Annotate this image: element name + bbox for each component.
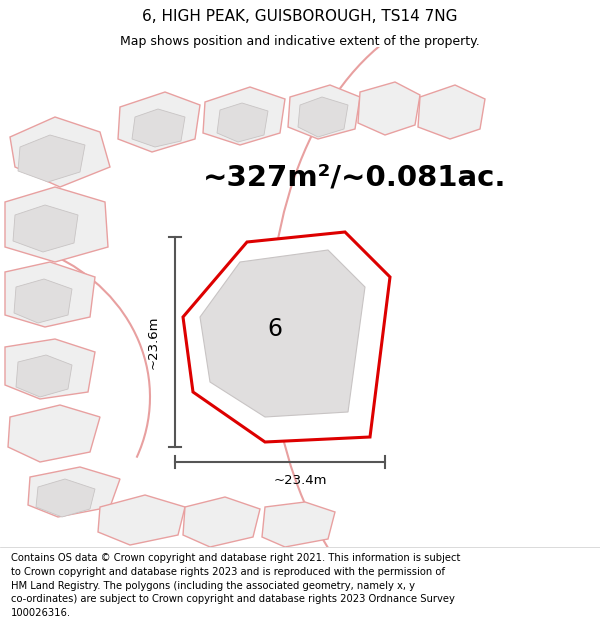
Polygon shape: [14, 279, 72, 323]
Polygon shape: [132, 109, 185, 147]
Polygon shape: [418, 85, 485, 139]
Polygon shape: [5, 187, 108, 262]
Polygon shape: [13, 205, 78, 252]
Polygon shape: [183, 497, 260, 547]
Text: 100026316.: 100026316.: [11, 608, 71, 618]
Text: to Crown copyright and database rights 2023 and is reproduced with the permissio: to Crown copyright and database rights 2…: [11, 567, 445, 577]
Polygon shape: [183, 232, 390, 442]
Polygon shape: [16, 355, 72, 397]
Polygon shape: [200, 250, 365, 417]
Polygon shape: [288, 85, 360, 139]
Text: co-ordinates) are subject to Crown copyright and database rights 2023 Ordnance S: co-ordinates) are subject to Crown copyr…: [11, 594, 455, 604]
Polygon shape: [203, 87, 285, 145]
Polygon shape: [28, 467, 120, 517]
Polygon shape: [36, 479, 95, 517]
Polygon shape: [262, 502, 335, 547]
Polygon shape: [5, 262, 95, 327]
Polygon shape: [98, 495, 185, 545]
Polygon shape: [217, 103, 268, 142]
Polygon shape: [10, 117, 110, 187]
Polygon shape: [298, 97, 348, 137]
Text: ~23.4m: ~23.4m: [273, 474, 327, 486]
Polygon shape: [5, 339, 95, 399]
Text: Contains OS data © Crown copyright and database right 2021. This information is : Contains OS data © Crown copyright and d…: [11, 553, 460, 563]
Text: 6: 6: [267, 317, 282, 341]
Text: ~23.6m: ~23.6m: [146, 315, 160, 369]
Polygon shape: [8, 405, 100, 462]
Text: HM Land Registry. The polygons (including the associated geometry, namely x, y: HM Land Registry. The polygons (includin…: [11, 581, 415, 591]
Text: Map shows position and indicative extent of the property.: Map shows position and indicative extent…: [120, 35, 480, 48]
Polygon shape: [18, 135, 85, 182]
Text: ~327m²/~0.081ac.: ~327m²/~0.081ac.: [203, 163, 507, 191]
Text: 6, HIGH PEAK, GUISBOROUGH, TS14 7NG: 6, HIGH PEAK, GUISBOROUGH, TS14 7NG: [142, 9, 458, 24]
Polygon shape: [358, 82, 420, 135]
Polygon shape: [118, 92, 200, 152]
